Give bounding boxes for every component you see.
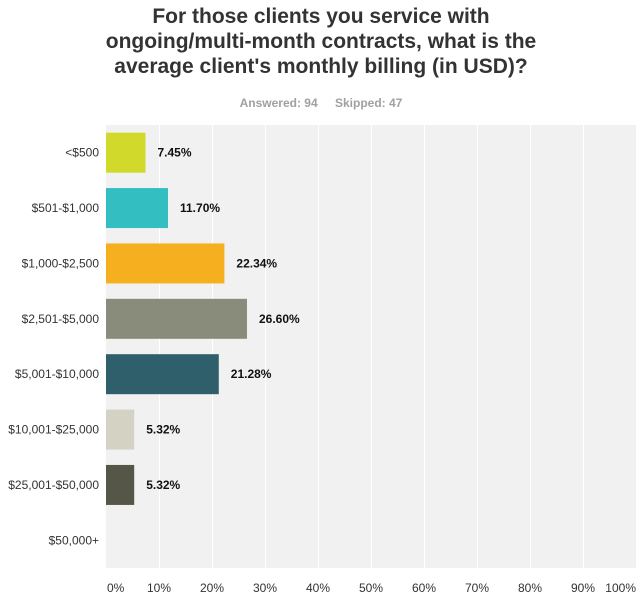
chart-title-line-2: ongoing/multi-month contracts, what is t… xyxy=(105,30,537,53)
category-label: $1,000-$2,500 xyxy=(22,256,100,270)
bar xyxy=(106,188,169,229)
x-tick-label: 70% xyxy=(465,581,489,595)
data-label: 5.32% xyxy=(146,423,180,437)
category-label: <$500 xyxy=(65,146,99,160)
data-label: 21.28% xyxy=(231,367,272,381)
x-tick-label: 60% xyxy=(412,581,436,595)
x-tick-label: 10% xyxy=(147,581,171,595)
answered-count: Answered: 94 xyxy=(239,96,318,110)
category-label: $50,000+ xyxy=(49,533,99,547)
category-label: $25,001-$50,000 xyxy=(8,478,99,492)
x-tick-label: 30% xyxy=(253,581,277,595)
skipped-count: Skipped: 47 xyxy=(335,96,403,110)
x-tick-label: 40% xyxy=(306,581,330,595)
bar xyxy=(106,243,225,284)
x-tick-label: 0% xyxy=(107,581,125,595)
category-label: $501-$1,000 xyxy=(32,201,100,215)
x-tick-label: 20% xyxy=(200,581,224,595)
bar xyxy=(106,132,146,173)
bar xyxy=(106,354,219,395)
category-label: $10,001-$25,000 xyxy=(8,423,99,437)
chart-title-line-3: average client's monthly billing (in USD… xyxy=(114,55,528,78)
category-label: $2,501-$5,000 xyxy=(22,312,100,326)
data-label: 26.60% xyxy=(259,312,300,326)
category-label: $5,001-$10,000 xyxy=(15,367,99,381)
x-tick-label: 90% xyxy=(571,581,595,595)
chart-title-line-1: For those clients you service with xyxy=(152,5,490,28)
bar xyxy=(106,464,135,505)
bar xyxy=(106,298,247,339)
data-label: 11.70% xyxy=(180,201,220,215)
x-tick-label: 50% xyxy=(359,581,383,595)
data-label: 5.32% xyxy=(146,478,180,492)
data-label: 22.34% xyxy=(236,256,277,270)
data-label: 7.45% xyxy=(157,146,191,160)
x-tick-label: 80% xyxy=(518,581,542,595)
response-summary: Answered: 94 Skipped: 47 xyxy=(0,96,642,110)
chart-title: For those clients you service with ongoi… xyxy=(0,4,642,79)
x-tick-label: 100% xyxy=(605,581,636,595)
bar xyxy=(106,409,135,450)
